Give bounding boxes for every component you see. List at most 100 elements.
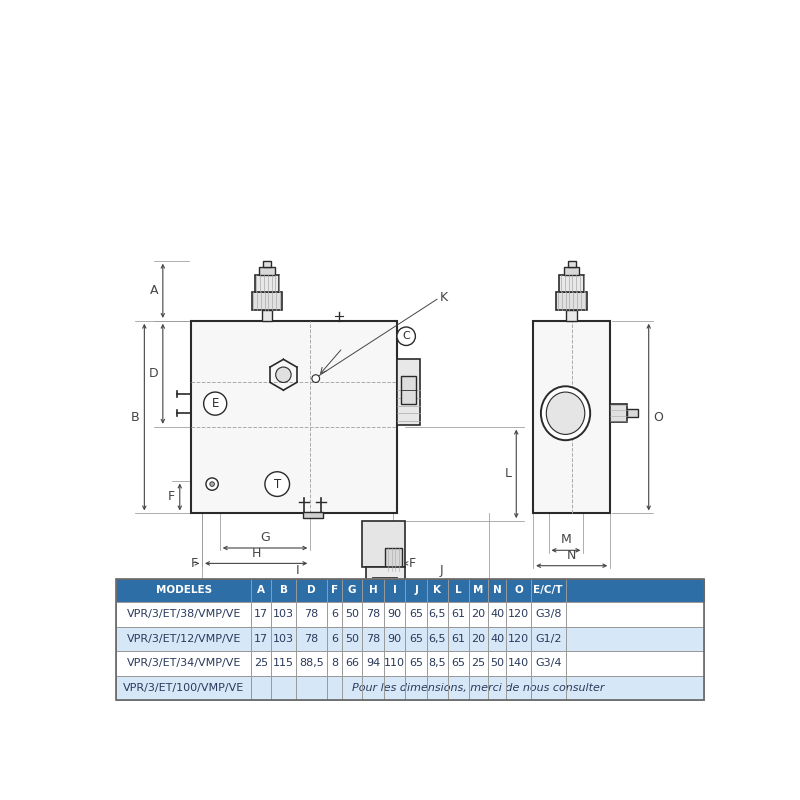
Text: F: F bbox=[409, 557, 416, 570]
Bar bbox=[190, 321, 397, 514]
Text: 120: 120 bbox=[508, 610, 529, 619]
Text: 65: 65 bbox=[409, 658, 423, 669]
Text: L: L bbox=[505, 467, 512, 480]
Text: I: I bbox=[393, 586, 397, 595]
Bar bbox=[401, 376, 416, 404]
Bar bbox=[262, 310, 272, 321]
Bar bbox=[116, 578, 704, 602]
Text: 50: 50 bbox=[490, 658, 504, 669]
Text: 6,5: 6,5 bbox=[429, 634, 446, 644]
Text: F: F bbox=[331, 586, 338, 595]
Text: G3/8: G3/8 bbox=[535, 610, 562, 619]
Text: A: A bbox=[258, 586, 266, 595]
Text: VPR/3/ET/34/VMP/VE: VPR/3/ET/34/VMP/VE bbox=[126, 658, 241, 669]
Text: 65: 65 bbox=[409, 634, 423, 644]
Text: B: B bbox=[280, 586, 288, 595]
Text: 103: 103 bbox=[274, 634, 294, 644]
Text: 6,5: 6,5 bbox=[429, 610, 446, 619]
Text: F: F bbox=[168, 490, 175, 503]
Text: D: D bbox=[307, 586, 316, 595]
Text: O: O bbox=[514, 586, 523, 595]
Text: VPR/3/ET/100/VMP/VE: VPR/3/ET/100/VMP/VE bbox=[123, 683, 244, 693]
Bar bbox=[386, 548, 402, 571]
Text: K: K bbox=[439, 291, 447, 304]
Text: O: O bbox=[654, 410, 663, 423]
Circle shape bbox=[204, 392, 226, 415]
Text: 88,5: 88,5 bbox=[299, 658, 324, 669]
Text: 65: 65 bbox=[409, 610, 423, 619]
Text: 66: 66 bbox=[346, 658, 359, 669]
Text: 78: 78 bbox=[366, 610, 380, 619]
Bar bbox=[566, 310, 577, 321]
Text: 8,5: 8,5 bbox=[429, 658, 446, 669]
Text: VPR/3/ET/38/VMP/VE: VPR/3/ET/38/VMP/VE bbox=[126, 610, 241, 619]
Text: 40: 40 bbox=[490, 634, 504, 644]
Text: 6: 6 bbox=[331, 634, 338, 644]
Bar bbox=[397, 359, 420, 425]
Text: 17: 17 bbox=[254, 634, 269, 644]
Text: 103: 103 bbox=[274, 610, 294, 619]
Text: 50: 50 bbox=[346, 634, 359, 644]
Bar bbox=[610, 404, 627, 422]
Ellipse shape bbox=[541, 386, 590, 440]
Bar bbox=[568, 261, 575, 267]
Text: M: M bbox=[474, 586, 484, 595]
Bar bbox=[405, 580, 422, 596]
Text: 25: 25 bbox=[471, 658, 486, 669]
Text: B: B bbox=[131, 410, 140, 423]
Text: G: G bbox=[348, 586, 357, 595]
Text: 78: 78 bbox=[366, 634, 380, 644]
Text: J: J bbox=[414, 586, 418, 595]
Text: I: I bbox=[296, 564, 299, 578]
Text: 20: 20 bbox=[471, 610, 486, 619]
Text: 8: 8 bbox=[331, 658, 338, 669]
Text: 50: 50 bbox=[346, 610, 359, 619]
Bar bbox=[534, 321, 610, 514]
Text: M: M bbox=[561, 534, 571, 546]
Text: 61: 61 bbox=[451, 634, 466, 644]
Circle shape bbox=[312, 374, 320, 382]
Bar bbox=[116, 651, 704, 676]
Bar bbox=[366, 567, 405, 602]
Text: 78: 78 bbox=[304, 634, 318, 644]
Circle shape bbox=[276, 367, 291, 382]
Bar bbox=[116, 626, 704, 651]
Text: N: N bbox=[567, 549, 576, 562]
Text: C: C bbox=[402, 331, 410, 342]
Text: 110: 110 bbox=[384, 658, 405, 669]
Text: T: T bbox=[274, 478, 281, 490]
Text: Pour les dimensions, merci de nous consulter: Pour les dimensions, merci de nous consu… bbox=[351, 683, 604, 693]
Text: 78: 78 bbox=[304, 610, 318, 619]
Circle shape bbox=[397, 327, 415, 346]
Bar bbox=[116, 602, 704, 626]
Text: G3/4: G3/4 bbox=[535, 658, 562, 669]
Text: VPR/3/ET/12/VMP/VE: VPR/3/ET/12/VMP/VE bbox=[126, 634, 241, 644]
Bar bbox=[302, 512, 322, 518]
Text: 120: 120 bbox=[508, 634, 529, 644]
Text: 140: 140 bbox=[508, 658, 529, 669]
Bar bbox=[116, 578, 704, 701]
Text: H: H bbox=[369, 586, 378, 595]
Text: G: G bbox=[260, 531, 270, 544]
Text: MODELES: MODELES bbox=[155, 586, 212, 595]
Bar bbox=[263, 261, 270, 267]
Text: E: E bbox=[211, 397, 219, 410]
Bar bbox=[564, 267, 579, 274]
Text: L: L bbox=[455, 586, 462, 595]
Bar bbox=[254, 274, 279, 291]
Bar bbox=[559, 274, 584, 291]
Text: E/C/T: E/C/T bbox=[534, 586, 563, 595]
Bar bbox=[422, 583, 430, 593]
Bar bbox=[116, 676, 704, 701]
Text: D: D bbox=[149, 367, 158, 380]
Text: 17: 17 bbox=[254, 610, 269, 619]
Text: 65: 65 bbox=[451, 658, 466, 669]
Text: 90: 90 bbox=[387, 610, 402, 619]
Text: 6: 6 bbox=[331, 610, 338, 619]
Circle shape bbox=[265, 472, 290, 496]
Text: 90: 90 bbox=[387, 634, 402, 644]
Text: K: K bbox=[434, 586, 442, 595]
Text: G1/2: G1/2 bbox=[535, 634, 562, 644]
Text: 40: 40 bbox=[490, 610, 504, 619]
Text: A: A bbox=[150, 284, 158, 298]
